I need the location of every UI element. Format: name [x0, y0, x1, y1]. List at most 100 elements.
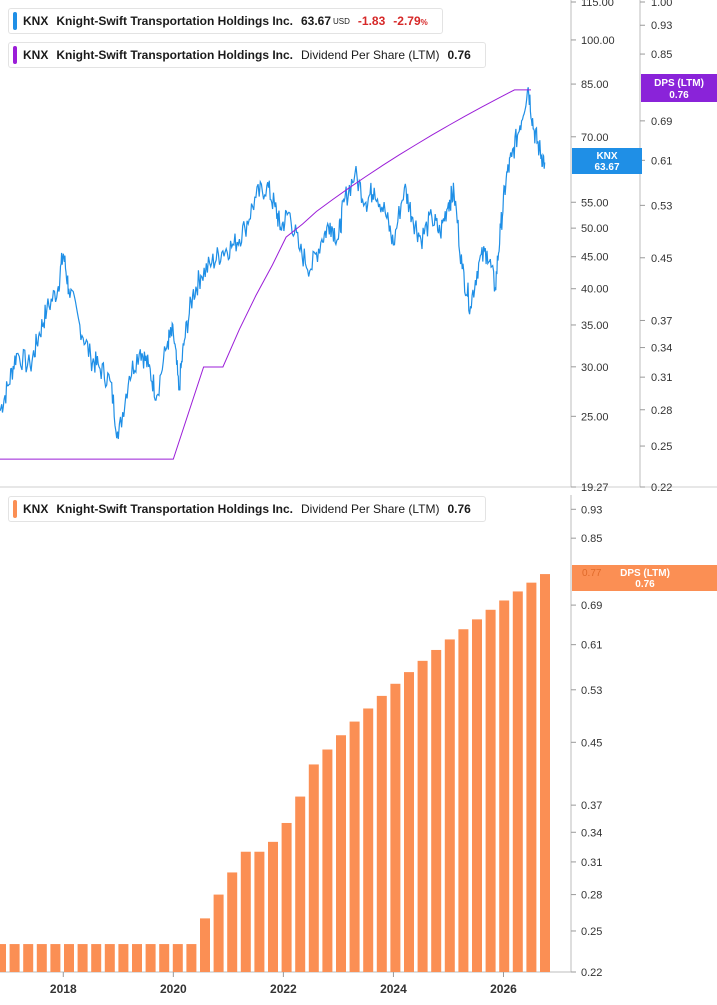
knx-tag-line2: 63.67 — [594, 162, 619, 173]
bottom-tick-label: 0.61 — [581, 640, 602, 652]
legend-ticker: KNX — [23, 502, 49, 516]
dps-bar — [281, 822, 292, 972]
legend-value: 0.76 — [447, 502, 471, 516]
dps-bar — [458, 629, 469, 972]
dps-bar — [308, 764, 319, 972]
price-tick-label: 35.00 — [581, 320, 609, 332]
legend-company: Knight-Swift Transportation Holdings Inc… — [56, 48, 293, 62]
price-tick-label: 70.00 — [581, 132, 609, 144]
dps-bottom-tag: 0.77 DPS (LTM) 0.76 — [572, 565, 717, 591]
dps-bar — [36, 944, 47, 972]
bottom-tick-label: 0.45 — [581, 737, 602, 749]
price-tick-label: 50.00 — [581, 223, 609, 235]
price-axis-ticks: 115.00 100.00 85.00 70.00 55.00 50.00 45.00 40.… — [571, 0, 615, 494]
line-series — [0, 87, 546, 460]
legend-company: Knight-Swift Transportation Holdings Inc… — [56, 502, 293, 516]
dps-bar — [104, 944, 115, 972]
price-tick-label: 55.00 — [581, 197, 609, 209]
dps-bar — [240, 851, 251, 972]
dps-tick-label: 0.45 — [651, 253, 672, 265]
bottom-tick-label: 0.85 — [581, 533, 602, 545]
legend-change: -1.83 — [357, 14, 386, 28]
x-tick-label: 2024 — [380, 982, 407, 996]
price-tick-label: 115.00 — [581, 0, 614, 9]
dps-bar — [50, 944, 61, 972]
price-tick-label: 19.27 — [581, 482, 609, 494]
dps-top-tag-line2: 0.76 — [669, 90, 689, 101]
dps-bottom-under-tick: 0.77 — [582, 568, 602, 579]
legend-price-value: 63.67 — [301, 14, 332, 28]
dps-bar — [254, 851, 265, 972]
dps-top-tag: DPS (LTM) 0.76 — [641, 74, 717, 102]
dps-bar — [77, 944, 88, 972]
legend-currency: USD — [333, 16, 350, 26]
bottom-tick-label: 0.28 — [581, 890, 602, 902]
dps-bar — [132, 944, 142, 972]
dps-bottom-tag-line2: 0.76 — [635, 579, 655, 590]
dps-tick-label: 0.69 — [651, 116, 672, 128]
legend-dps-top[interactable]: KNX Knight-Swift Transportation Holdings… — [8, 42, 486, 68]
dps-bar — [336, 735, 346, 972]
dps-bar — [145, 944, 156, 972]
dps-bar — [172, 944, 183, 972]
x-tick-label: 2018 — [50, 982, 77, 996]
dps-tick-label: 0.34 — [651, 343, 672, 355]
price-tick-label: 30.00 — [581, 362, 609, 374]
dps-bar — [390, 683, 401, 972]
bottom-tick-label: 0.37 — [581, 800, 602, 812]
bottom-tick-label: 0.22 — [581, 967, 602, 979]
legend-dps-top-swatch — [13, 46, 17, 64]
legend-price-swatch — [13, 12, 17, 30]
dps-bar — [213, 894, 224, 972]
dps-tick-label: 0.85 — [651, 49, 672, 61]
legend-ticker: KNX — [23, 48, 49, 62]
dps-bar — [526, 582, 537, 972]
price-line — [0, 87, 546, 440]
bottom-axis-ticks: 0.93 0.85 0.69 0.61 0.53 0.45 0.37 0.34 0.31 0.28… — [571, 504, 602, 979]
dps-bar — [512, 591, 523, 972]
dps-line — [0, 89, 531, 460]
x-axis-ticks: 2018 2020 2022 2024 2026 — [50, 972, 517, 996]
dps-bar — [322, 749, 333, 972]
dps-top-tag-line1: DPS (LTM) — [654, 78, 704, 89]
price-tick-label: 85.00 — [581, 79, 609, 91]
dps-bar — [417, 660, 428, 972]
dps-bar — [485, 609, 496, 972]
legend-ticker: KNX — [23, 14, 49, 28]
dps-bar — [472, 619, 482, 972]
dps-bar — [200, 918, 210, 972]
dps-bar — [540, 574, 550, 972]
legend-dps-bottom[interactable]: KNX Knight-Swift Transportation Holdings… — [8, 496, 486, 522]
dps-tick-label: 0.61 — [651, 155, 672, 167]
dps-bar — [349, 721, 360, 972]
price-tick-label: 100.00 — [581, 35, 615, 47]
dps-tick-label: 0.22 — [651, 482, 672, 494]
bottom-tick-label: 0.53 — [581, 685, 602, 697]
dps-axis-ticks: 1.00 0.93 0.85 0.69 0.61 0.53 0.45 0.37 0.34 0.31… — [640, 0, 672, 494]
price-tick-label: 45.00 — [581, 252, 609, 264]
bottom-tick-label: 0.93 — [581, 504, 602, 516]
dps-tick-label: 0.25 — [651, 441, 672, 453]
legend-metric: Dividend Per Share (LTM) — [301, 502, 440, 516]
dps-bar — [186, 944, 197, 972]
dps-bar — [91, 944, 102, 972]
dps-bar — [268, 841, 278, 972]
dps-tick-label: 0.31 — [651, 372, 672, 384]
price-tick-label: 25.00 — [581, 411, 609, 423]
legend-dps-bottom-swatch — [13, 500, 17, 518]
dps-bar — [444, 639, 455, 972]
legend-value: 0.76 — [447, 48, 471, 62]
dps-bar — [404, 672, 414, 972]
dps-bar — [376, 695, 387, 972]
x-tick-label: 2026 — [490, 982, 517, 996]
dps-bar — [0, 944, 6, 972]
bottom-tick-label: 0.69 — [581, 600, 602, 612]
x-tick-label: 2020 — [160, 982, 187, 996]
legend-company: Knight-Swift Transportation Holdings Inc… — [56, 14, 293, 28]
bottom-tick-label: 0.34 — [581, 827, 602, 839]
legend-price[interactable]: KNX Knight-Swift Transportation Holdings… — [8, 8, 443, 34]
bottom-tick-label: 0.25 — [581, 926, 602, 938]
dps-tick-label: 1.00 — [651, 0, 672, 9]
knx-tag-line1: KNX — [596, 151, 617, 162]
